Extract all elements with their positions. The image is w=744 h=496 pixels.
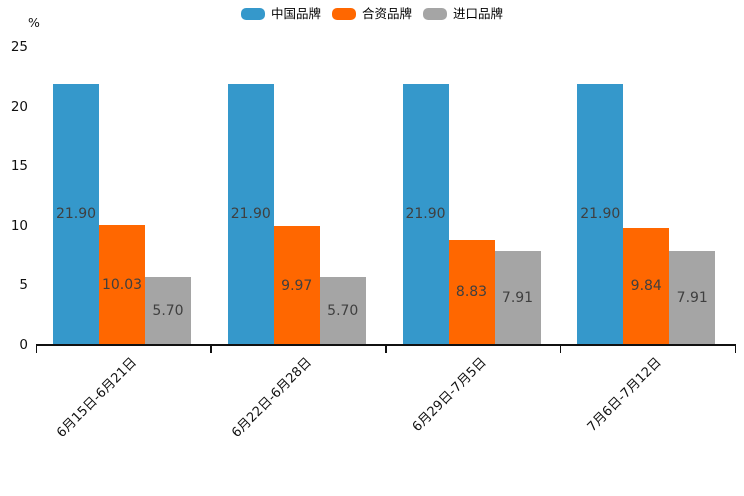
bar [273, 226, 320, 345]
x-axis-tick-mark [35, 346, 37, 353]
y-tick-label: 15 [10, 158, 28, 175]
x-axis-line [36, 344, 736, 346]
legend-item-series-3[interactable]: 进口品牌 [423, 7, 503, 21]
y-tick-label: 10 [10, 217, 28, 234]
x-axis-tick-mark [734, 346, 736, 353]
legend-label: 中国品牌 [270, 6, 321, 21]
bar [494, 250, 541, 345]
legend-swatch-icon [423, 8, 447, 20]
bar-value-label: 21.90 [55, 206, 97, 223]
y-tick-label: 0 [19, 337, 28, 353]
legend-swatch-icon [240, 8, 265, 20]
bar-value-label: 7.91 [501, 289, 534, 306]
bar [577, 83, 624, 345]
bar [623, 227, 670, 345]
bar-value-label: 5.70 [152, 303, 184, 320]
legend-label: 进口品牌 [453, 6, 504, 21]
bar [99, 225, 145, 345]
x-axis-category-label: 6月29日-7月5日 [409, 355, 490, 435]
bar [227, 83, 274, 345]
bar [448, 239, 495, 345]
bar-value-label: 21.90 [230, 206, 271, 223]
x-axis-tick-mark [559, 346, 562, 353]
x-axis-category-label: 6月22日-6月28日 [228, 355, 315, 441]
bar-value-label: 10.03 [101, 277, 143, 294]
legend-label: 合资品牌 [361, 6, 412, 21]
legend-item-series-2[interactable]: 合资品牌 [331, 6, 412, 21]
bar-value-label: 8.83 [455, 284, 488, 301]
y-axis-unit-label: % [28, 15, 40, 30]
y-tick-label: 20 [10, 98, 28, 115]
x-axis-tick-mark [385, 346, 387, 353]
bar [53, 83, 99, 345]
chart-legend: 中国品牌 合资品牌 进口品牌 [0, 7, 744, 21]
x-axis-category-label: 6月15日-6月21日 [54, 355, 140, 441]
bar [145, 277, 191, 345]
bar-value-label: 9.97 [281, 277, 313, 294]
bar-value-label: 21.90 [405, 206, 446, 223]
bar [319, 277, 366, 345]
y-tick-label: 5 [19, 277, 28, 294]
bar-value-label: 9.84 [630, 278, 662, 295]
legend-swatch-icon [331, 8, 356, 20]
x-axis-tick-mark [210, 346, 212, 353]
legend-item-series-1[interactable]: 中国品牌 [240, 6, 321, 21]
bar [669, 250, 716, 345]
y-tick-label: 25 [10, 39, 28, 55]
x-axis-category-label: 7月6日-7月12日 [584, 355, 665, 435]
bar-value-label: 21.90 [580, 206, 621, 223]
bar-value-label: 5.70 [327, 303, 359, 320]
bar [402, 83, 449, 345]
bar-value-label: 7.91 [676, 289, 708, 306]
